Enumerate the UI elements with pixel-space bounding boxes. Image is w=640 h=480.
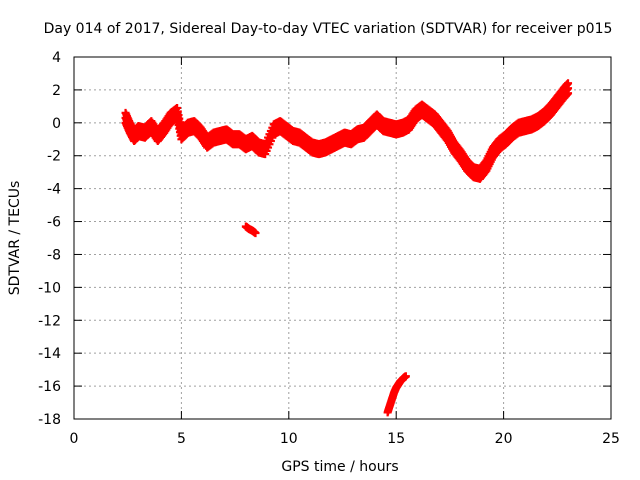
y-tick-label: 0 xyxy=(52,116,61,132)
y-tick-label: -18 xyxy=(38,412,61,428)
x-tick-label: 25 xyxy=(602,431,620,447)
data-points xyxy=(121,79,573,417)
x-tick-label: 15 xyxy=(387,431,405,447)
data-point xyxy=(401,372,410,381)
data-point xyxy=(564,89,573,98)
y-tick-label: -14 xyxy=(38,346,61,362)
x-tick-label: 10 xyxy=(280,431,298,447)
y-tick-label: -12 xyxy=(38,313,61,329)
x-tick-label: 0 xyxy=(70,431,79,447)
chart-title: Day 014 of 2017, Sidereal Day-to-day VTE… xyxy=(44,21,613,37)
x-tick-labels: 0 5 10 15 20 25 xyxy=(70,431,620,447)
series-2 xyxy=(383,372,410,417)
y-tick-label: -2 xyxy=(47,149,61,165)
x-axis-label: GPS time / hours xyxy=(281,459,398,475)
y-axis-label: SDTVAR / TECUs xyxy=(7,181,23,296)
y-tick-label: 2 xyxy=(52,83,61,99)
data-point xyxy=(251,229,260,238)
y-tick-label: -8 xyxy=(47,247,61,263)
series-0 xyxy=(121,79,573,183)
y-tick-label: -4 xyxy=(47,182,61,198)
plot-frame xyxy=(73,56,612,420)
x-tick-label: 5 xyxy=(177,431,186,447)
y-tick-label: -6 xyxy=(47,215,61,231)
y-tick-label: -10 xyxy=(38,280,61,296)
series-1 xyxy=(241,222,260,238)
y-tick-label: 4 xyxy=(52,50,61,66)
x-tick-label: 20 xyxy=(495,431,513,447)
y-tick-label: -16 xyxy=(38,379,61,395)
y-tick-labels: 4 2 0 -2 -4 -6 -8 -10 -12 -14 -16 -18 xyxy=(38,50,61,428)
ticks xyxy=(73,56,612,420)
grid xyxy=(74,57,611,419)
